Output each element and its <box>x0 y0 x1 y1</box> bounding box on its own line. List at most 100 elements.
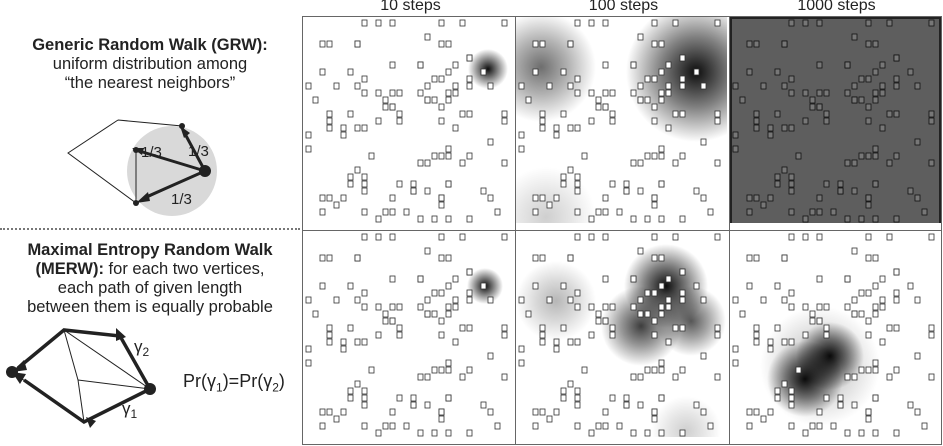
obstacle-square <box>396 324 403 332</box>
obstacle-square <box>907 187 914 195</box>
obstacle-square <box>844 89 851 97</box>
obstacle-square <box>714 324 721 332</box>
obstacle-square <box>851 187 858 195</box>
obstacle-square <box>574 289 581 297</box>
obstacle-square <box>431 152 438 160</box>
obstacle-square <box>893 54 900 62</box>
obstacle-square <box>858 289 865 297</box>
obstacle-square <box>858 429 865 437</box>
obstacle-square <box>588 19 595 27</box>
obstacle-square <box>347 282 354 290</box>
obstacle-square <box>816 233 823 241</box>
obstacle-square <box>816 317 823 325</box>
obstacle-square <box>788 387 795 395</box>
obstacle-square <box>816 19 823 27</box>
obstacle-square <box>438 40 445 48</box>
obstacle-square <box>588 89 595 97</box>
obstacle-square <box>375 303 382 311</box>
obstacle-square <box>623 187 630 195</box>
obstacle-square <box>574 394 581 402</box>
obstacle-square <box>774 394 781 402</box>
obstacle-square <box>389 317 396 325</box>
obstacle-square <box>679 366 686 374</box>
obstacle-square <box>774 282 781 290</box>
obstacle-square <box>487 296 494 304</box>
obstacle-square <box>886 110 893 118</box>
obstacle-square <box>658 282 665 290</box>
obstacle-square <box>602 61 609 69</box>
obstacle-square <box>753 194 760 202</box>
obstacle-square <box>788 303 795 311</box>
obstacle-square <box>746 40 753 48</box>
obstacle-square <box>305 359 312 367</box>
obstacle-square <box>879 89 886 97</box>
obstacle-square <box>532 282 539 290</box>
obstacle-square <box>501 159 508 167</box>
obstacle-square <box>928 19 935 27</box>
obstacle-square <box>746 282 753 290</box>
obstacle-square <box>560 173 567 181</box>
obstacle-square <box>816 275 823 283</box>
obstacle-square <box>816 103 823 111</box>
obstacle-square <box>326 254 333 262</box>
obstacle-square <box>354 166 361 174</box>
obstacle-square <box>928 331 935 339</box>
obstacle-square <box>588 117 595 125</box>
obstacle-square <box>539 254 546 262</box>
obstacle-square <box>319 68 326 76</box>
obstacle-square <box>588 331 595 339</box>
obstacle-square <box>788 89 795 97</box>
obstacle-square <box>581 152 588 160</box>
obstacle-square <box>809 422 816 430</box>
obstacle-square <box>630 373 637 381</box>
obstacle-square <box>480 401 487 409</box>
obstacle-square <box>361 422 368 430</box>
obstacle-square <box>340 194 347 202</box>
obstacle-square <box>865 117 872 125</box>
obstacle-square <box>452 296 459 304</box>
obstacle-square <box>466 54 473 62</box>
obstacle-square <box>651 254 658 262</box>
obstacle-square <box>452 82 459 90</box>
obstacle-square <box>644 152 651 160</box>
obstacle-square <box>760 201 767 209</box>
obstacle-square <box>567 338 574 346</box>
obstacle-square <box>466 82 473 90</box>
obstacle-square <box>665 89 672 97</box>
obstacle-square <box>361 289 368 297</box>
obstacle-square <box>361 75 368 83</box>
obstacle-square <box>858 96 865 104</box>
obstacle-square <box>928 324 935 332</box>
obstacle-square <box>319 282 326 290</box>
obstacle-square <box>732 82 739 90</box>
obstacle-square <box>431 289 438 297</box>
obstacle-square <box>487 194 494 202</box>
obstacle-square <box>375 19 382 27</box>
svg-text:γ1: γ1 <box>122 399 138 421</box>
obstacle-square <box>354 254 361 262</box>
obstacle-square <box>693 187 700 195</box>
obstacle-square <box>312 96 319 104</box>
obstacle-square <box>753 331 760 339</box>
grw-1000-steps-panel <box>730 17 941 223</box>
obstacle-square <box>574 233 581 241</box>
obstacle-square <box>445 282 452 290</box>
obstacle-square <box>767 345 774 353</box>
obstacle-square <box>767 338 774 346</box>
obstacle-square <box>637 96 644 104</box>
obstacle-square <box>410 187 417 195</box>
obstacle-square <box>928 159 935 167</box>
obstacle-square <box>658 96 665 104</box>
obstacle-square <box>823 89 830 97</box>
obstacle-square <box>574 303 581 311</box>
obstacle-square <box>417 215 424 223</box>
obstacle-square <box>438 201 445 209</box>
obstacle-square <box>802 89 809 97</box>
obstacle-square <box>445 359 452 367</box>
obstacle-square <box>375 215 382 223</box>
obstacle-square <box>746 254 753 262</box>
obstacle-square <box>438 366 445 374</box>
obstacle-square <box>774 387 781 395</box>
obstacle-square <box>802 331 809 339</box>
obstacle-square <box>658 40 665 48</box>
